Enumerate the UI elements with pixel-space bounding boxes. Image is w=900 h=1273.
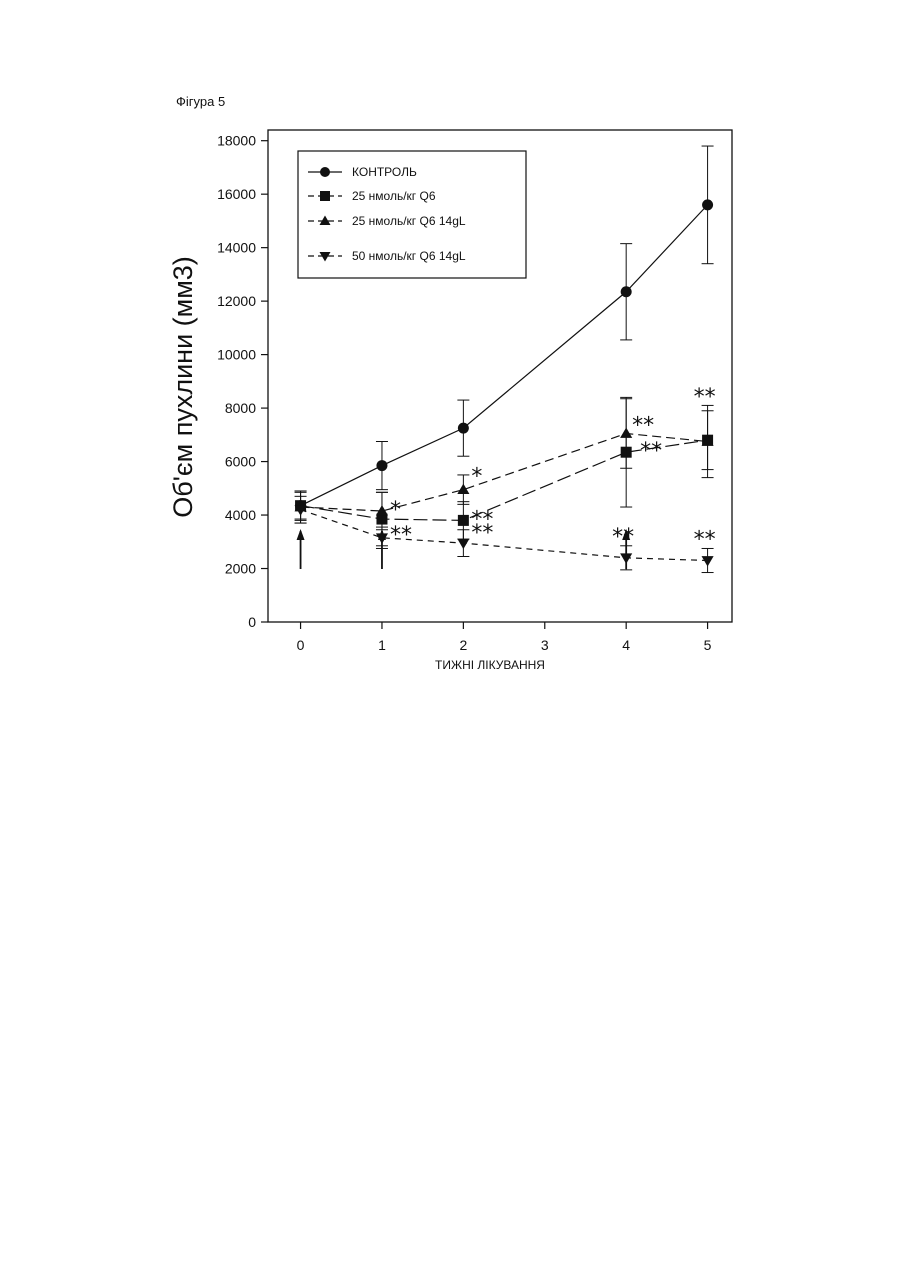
significance-marker: **: [390, 523, 412, 548]
data-point: [702, 556, 714, 566]
significance-marker: **: [694, 385, 716, 410]
y-tick-label: 0: [248, 614, 256, 630]
y-axis-title: Об'єм пухлини (мм3): [168, 256, 198, 518]
treatment-arrow-head: [297, 529, 305, 540]
legend-label: 50 нмоль/кг Q6 14gL: [352, 249, 466, 263]
y-tick-label: 12000: [217, 293, 256, 309]
y-tick-label: 16000: [217, 186, 256, 202]
x-tick-label: 4: [622, 637, 630, 653]
legend-item-2: 25 нмоль/кг Q6: [308, 189, 436, 203]
series-4: [295, 496, 714, 572]
data-point: [458, 423, 469, 434]
y-tick-label: 2000: [225, 561, 256, 577]
legend-marker: [320, 167, 330, 177]
x-tick-label: 2: [459, 637, 467, 653]
y-tick-label: 4000: [225, 507, 256, 523]
series-line: [301, 510, 708, 561]
x-tick-label: 3: [541, 637, 549, 653]
legend-label: КОНТРОЛЬ: [352, 165, 417, 179]
significance-marker: **: [471, 521, 493, 546]
legend-label: 25 нмоль/кг Q6: [352, 189, 436, 203]
significance-marker: **: [694, 528, 716, 553]
x-tick-label: 0: [297, 637, 305, 653]
data-point: [702, 199, 713, 210]
data-point: [458, 515, 469, 526]
y-tick-label: 18000: [217, 133, 256, 149]
x-tick-label: 5: [704, 637, 712, 653]
y-tick-label: 14000: [217, 240, 256, 256]
legend-label: 25 нмоль/кг Q6 14gL: [352, 214, 466, 228]
significance-marker: **: [640, 439, 662, 464]
data-point: [457, 484, 469, 494]
significance-marker: **: [632, 413, 654, 438]
tumor-volume-chart: 0 2000 4000 6000 8000 10000 12000 14000 16000 180…: [0, 0, 900, 700]
y-tick-label: 8000: [225, 400, 256, 416]
data-point: [621, 286, 632, 297]
y-tick-label: 6000: [225, 454, 256, 470]
data-point: [376, 460, 387, 471]
data-point: [620, 427, 632, 437]
legend: КОНТРОЛЬ 25 нмоль/кг Q6 25 нмоль/кг Q6 14g…: [298, 151, 526, 278]
significance-marker: *: [471, 465, 482, 490]
legend-item-1: КОНТРОЛЬ: [308, 165, 417, 179]
x-tick-label: 1: [378, 637, 386, 653]
x-axis-title: ТИЖНІ ЛІКУВАННЯ: [435, 658, 545, 672]
y-tick-label: 10000: [217, 347, 256, 363]
significance-marker: *: [390, 498, 401, 523]
legend-marker: [320, 191, 330, 201]
data-point: [457, 539, 469, 549]
